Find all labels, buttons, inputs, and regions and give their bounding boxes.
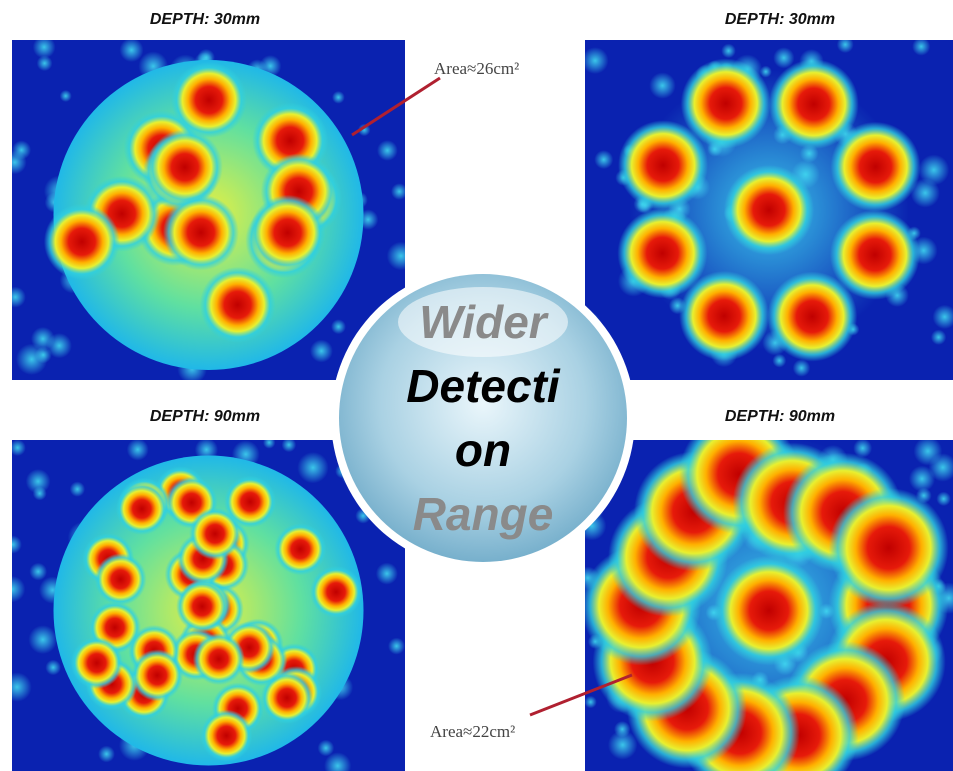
- hot-spot: [224, 475, 277, 528]
- speckle: [12, 150, 27, 175]
- speckle: [331, 319, 346, 335]
- speckle: [25, 468, 51, 494]
- speckle: [324, 752, 352, 771]
- speckle: [649, 72, 676, 99]
- hot-spot: [176, 580, 229, 633]
- arrow: [351, 76, 441, 137]
- speckle: [377, 140, 398, 161]
- hot-spot: [310, 565, 363, 618]
- depth-label: DEPTH: 90mm: [150, 408, 260, 425]
- speckle: [12, 535, 22, 554]
- badge: [339, 274, 627, 562]
- speckle: [388, 637, 405, 655]
- speckle: [45, 659, 61, 676]
- heatmap: [585, 40, 953, 380]
- depth-label: DEPTH: 90mm: [725, 408, 835, 425]
- speckle: [98, 745, 115, 763]
- speckle: [853, 440, 873, 458]
- depth-label: DEPTH: 30mm: [150, 11, 260, 28]
- arrow: [529, 673, 633, 717]
- speckle: [12, 575, 26, 603]
- speckle: [36, 55, 53, 72]
- hot-spot: [680, 58, 771, 149]
- area-annotation: Area≈26cm²: [434, 59, 519, 78]
- speckle: [918, 154, 950, 186]
- hot-spot: [146, 129, 223, 206]
- speckle: [932, 304, 953, 330]
- speckle: [792, 359, 811, 377]
- speckle: [607, 730, 638, 760]
- speckle: [119, 40, 144, 63]
- hot-spot: [199, 266, 276, 343]
- hot-spot: [617, 208, 708, 299]
- speckle: [297, 452, 329, 484]
- speckle: [29, 562, 48, 581]
- hot-spot: [115, 482, 168, 535]
- hot-spot: [274, 523, 327, 576]
- speckle: [908, 465, 936, 492]
- heatmaps: [12, 40, 953, 771]
- hot-spot: [43, 203, 120, 280]
- speckle: [12, 440, 26, 456]
- hot-spot: [767, 271, 858, 362]
- speckle: [585, 47, 609, 75]
- hot-spot: [830, 121, 921, 212]
- hot-spot: [70, 636, 123, 689]
- hot-spot: [618, 120, 709, 211]
- speckle: [28, 625, 58, 655]
- speckle: [391, 183, 405, 200]
- depth-label: DEPTH: 30mm: [725, 11, 835, 28]
- speckle: [317, 739, 335, 757]
- speckle: [912, 40, 931, 56]
- badge-text: Wider: [419, 296, 548, 348]
- speckle: [263, 440, 276, 449]
- speckle: [386, 241, 405, 271]
- hot-spot: [724, 165, 814, 255]
- speckle: [910, 178, 940, 208]
- hot-spot: [828, 487, 949, 608]
- hot-spot: [192, 633, 245, 686]
- speckle: [936, 491, 951, 507]
- speckle: [34, 346, 52, 364]
- speckle: [309, 339, 333, 363]
- speckle: [332, 90, 345, 104]
- hot-spot: [260, 671, 313, 724]
- speckle: [69, 481, 86, 497]
- speckle: [281, 440, 297, 453]
- badge-text: Detecti: [406, 360, 561, 412]
- hot-spot: [768, 59, 859, 150]
- area-annotation: Area≈22cm²: [430, 722, 515, 741]
- heatmap: [12, 40, 405, 380]
- badge-highlight: [398, 287, 568, 357]
- speckle: [59, 89, 72, 102]
- hot-spot: [679, 270, 770, 361]
- badge-text: on: [455, 424, 511, 476]
- speckle: [773, 47, 795, 69]
- hot-spot: [162, 194, 239, 271]
- hot-spot: [829, 209, 920, 300]
- speckle: [126, 440, 149, 461]
- hot-spot: [249, 194, 326, 271]
- speckle: [375, 562, 398, 585]
- speckle: [585, 695, 597, 709]
- speckle: [32, 40, 56, 59]
- hot-spot: [94, 553, 147, 606]
- speckle: [12, 672, 32, 702]
- speckle: [772, 353, 787, 368]
- hot-spot: [200, 709, 253, 762]
- hot-spot: [714, 555, 824, 666]
- heatmap: [585, 440, 953, 771]
- speckle: [46, 333, 72, 359]
- speckle: [913, 440, 943, 466]
- hot-spot: [131, 649, 184, 702]
- speckle: [594, 150, 614, 170]
- hot-spot: [189, 507, 242, 560]
- speckle: [12, 286, 26, 308]
- speckle: [836, 40, 854, 54]
- speckle: [721, 43, 736, 59]
- badge-text: Range: [413, 488, 554, 540]
- hot-spot: [170, 62, 247, 139]
- speckle: [930, 329, 947, 345]
